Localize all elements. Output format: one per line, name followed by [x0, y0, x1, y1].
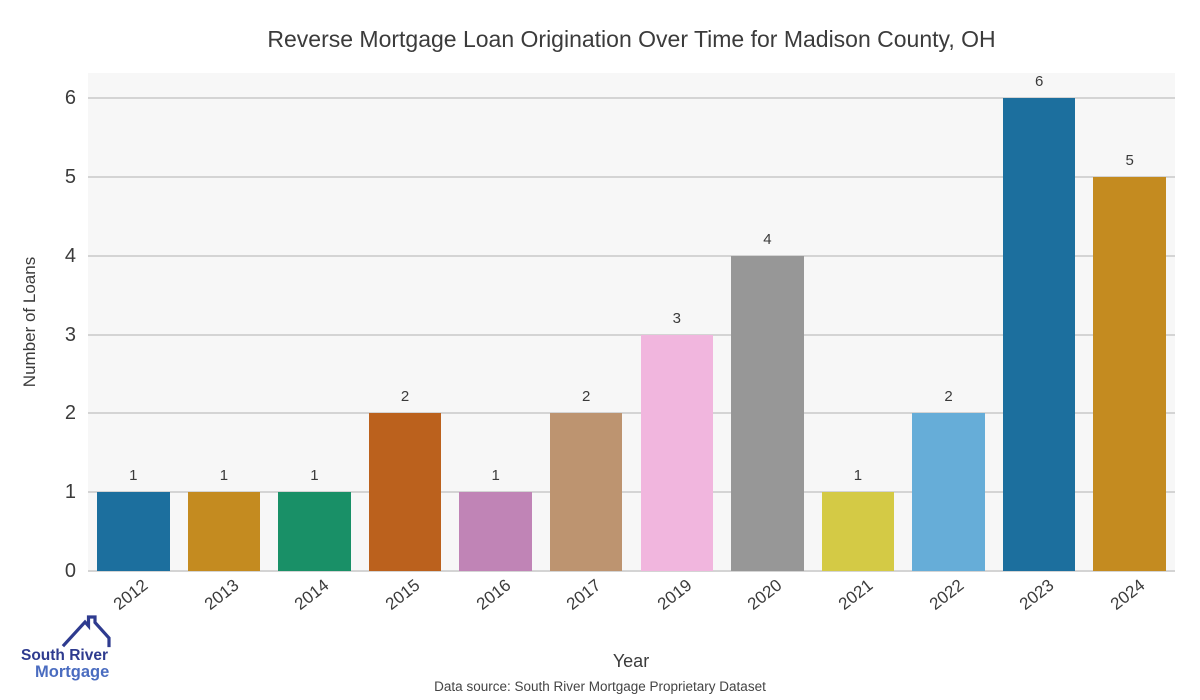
y-axis-title: Number of Loans — [20, 256, 39, 388]
bar-value-2020: 4 — [763, 230, 772, 248]
gridline-y1 — [88, 491, 1175, 494]
bar-2021 — [821, 492, 895, 571]
x-tick-label-2014: 2014 — [291, 575, 333, 614]
gridline-y4 — [88, 254, 1175, 257]
y-tick-label-4: 4 — [64, 244, 76, 267]
x-tick-label-2016: 2016 — [472, 575, 515, 614]
bar-2013 — [187, 492, 261, 571]
logo-text-line2: Mortgage — [35, 663, 109, 681]
x-tick-label-2013: 2013 — [200, 575, 243, 614]
x-tick-label-2015: 2015 — [381, 575, 424, 614]
bar-2024 — [1093, 176, 1166, 571]
gridline-y5 — [88, 175, 1175, 178]
y-tick-label-3: 3 — [64, 323, 76, 346]
data-source-caption: Data source: South River Mortgage Propri… — [434, 679, 766, 694]
bar-2022 — [912, 413, 985, 571]
bar-2019 — [640, 334, 713, 571]
bar-2014 — [278, 492, 351, 571]
bar-value-2024: 5 — [1125, 151, 1134, 169]
bar-2023 — [1002, 98, 1076, 571]
bar-value-2015: 2 — [400, 388, 410, 406]
bar-value-2021: 1 — [853, 467, 863, 485]
x-tick-label-2020: 2020 — [744, 575, 786, 614]
chart-title: Reverse Mortgage Loan Origination Over T… — [267, 26, 996, 52]
x-tick-label-2021: 2021 — [834, 575, 877, 614]
plot-area — [88, 73, 1175, 571]
y-tick-label-0: 0 — [64, 560, 76, 582]
gridline-y2 — [88, 412, 1175, 415]
bar-2017 — [549, 413, 623, 571]
bar-2012 — [97, 492, 170, 571]
y-tick-label-1: 1 — [64, 481, 76, 504]
y-tick-label-2: 2 — [64, 402, 76, 425]
y-tick-label-6: 6 — [64, 87, 76, 110]
x-tick-label-2017: 2017 — [563, 575, 605, 614]
bar-value-2019: 3 — [672, 309, 681, 327]
x-tick-label-2019: 2019 — [653, 575, 696, 614]
bar-value-2022: 2 — [944, 388, 953, 406]
x-tick-label-2024: 2024 — [1106, 575, 1149, 614]
gridline-y0 — [88, 570, 1175, 572]
bar-value-2013: 1 — [219, 467, 229, 485]
bar-value-2014: 1 — [310, 467, 319, 485]
bar-value-2016: 1 — [491, 467, 500, 485]
x-tick-label-2022: 2022 — [925, 575, 967, 614]
x-tick-label-2012: 2012 — [110, 575, 152, 614]
logo-text-line1: South River — [21, 647, 108, 664]
bar-value-2012: 1 — [129, 467, 138, 485]
bar-value-2023: 6 — [1034, 73, 1044, 91]
gridline-y3 — [88, 333, 1175, 336]
x-axis-title: Year — [612, 651, 650, 671]
bar-2020 — [731, 255, 804, 571]
south-river-mortgage-logo: South River Mortgage — [21, 615, 111, 681]
bar-value-2017: 2 — [582, 388, 591, 406]
bar-2016 — [459, 492, 532, 571]
roof-icon — [61, 615, 111, 648]
y-tick-label-5: 5 — [64, 165, 76, 188]
x-tick-label-2023: 2023 — [1016, 575, 1058, 614]
gridline-y6 — [88, 97, 1175, 100]
bar-2015 — [368, 413, 442, 571]
